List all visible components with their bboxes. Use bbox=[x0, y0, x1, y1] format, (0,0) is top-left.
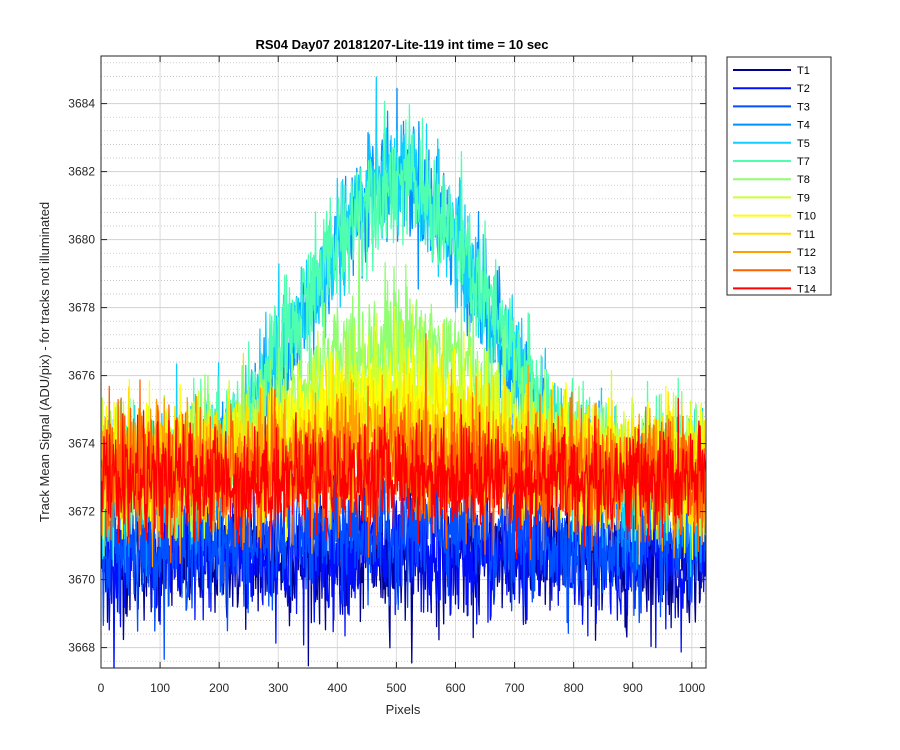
x-tick-label: 800 bbox=[564, 681, 584, 695]
legend-label: T7 bbox=[797, 156, 810, 168]
x-tick-label: 300 bbox=[268, 681, 288, 695]
legend-item-t8: T8 bbox=[733, 174, 810, 186]
y-tick-label: 3682 bbox=[68, 165, 95, 179]
x-tick-label: 1000 bbox=[678, 681, 705, 695]
legend-label: T11 bbox=[797, 229, 815, 241]
y-axis-label: Track Mean Signal (ADU/pix) - for tracks… bbox=[37, 202, 52, 522]
y-tick-label: 3684 bbox=[68, 97, 95, 111]
y-tick-label: 3670 bbox=[68, 573, 95, 587]
legend-item-t2: T2 bbox=[733, 83, 810, 95]
legend-item-t4: T4 bbox=[733, 120, 810, 132]
series-lines bbox=[101, 76, 706, 668]
legend-item-t9: T9 bbox=[733, 192, 810, 204]
legend-label: T10 bbox=[797, 211, 816, 223]
x-axis-label: Pixels bbox=[386, 702, 421, 717]
y-tick-label: 3678 bbox=[68, 301, 95, 315]
x-tick-label: 200 bbox=[209, 681, 229, 695]
series-line-t3 bbox=[101, 439, 706, 660]
y-tick-label: 3672 bbox=[68, 505, 95, 519]
legend-label: T5 bbox=[797, 138, 810, 150]
x-tick-label: 700 bbox=[505, 681, 525, 695]
y-tick-label: 3674 bbox=[68, 437, 95, 451]
plot-area-frame bbox=[100, 55, 707, 669]
legend-label: T2 bbox=[797, 83, 810, 95]
legend: T1 T2 T3 T4 T5 T7 T8 T9 T10 T11 T12 T13 T14 bbox=[726, 56, 832, 296]
axis-ticks: 0 100 200 300 400 500 600 700 800 900 1000 3668 3670… bbox=[68, 56, 706, 695]
x-tick-label: 900 bbox=[623, 681, 643, 695]
legend-item-t3: T3 bbox=[733, 101, 810, 113]
legend-item-t13: T13 bbox=[733, 265, 816, 277]
legend-item-t5: T5 bbox=[733, 138, 810, 150]
legend-item-t14: T14 bbox=[733, 283, 816, 295]
legend-label: T4 bbox=[797, 120, 810, 132]
legend-box bbox=[726, 56, 832, 296]
series-line-t14 bbox=[101, 397, 706, 560]
x-tick-label: 0 bbox=[98, 681, 105, 695]
legend-label: T13 bbox=[797, 265, 816, 277]
legend-item-t12: T12 bbox=[733, 247, 816, 259]
legend-item-t11: T11 bbox=[733, 229, 815, 241]
legend-label: T3 bbox=[797, 101, 810, 113]
legend-label: T9 bbox=[797, 192, 810, 204]
y-tick-label: 3676 bbox=[68, 369, 95, 383]
chart-title: RS04 Day07 20181207-Lite-119 int time = … bbox=[255, 37, 548, 52]
legend-label: T14 bbox=[797, 283, 816, 295]
x-tick-label: 100 bbox=[150, 681, 170, 695]
legend-label: T1 bbox=[797, 65, 810, 77]
y-tick-label: 3668 bbox=[68, 641, 95, 655]
legend-item-t10: T10 bbox=[733, 211, 816, 223]
legend-label: T12 bbox=[797, 247, 816, 259]
x-tick-label: 600 bbox=[445, 681, 465, 695]
x-tick-label: 400 bbox=[327, 681, 347, 695]
legend-label: T8 bbox=[797, 174, 810, 186]
legend-item-t1: T1 bbox=[733, 65, 810, 77]
y-tick-label: 3680 bbox=[68, 233, 95, 247]
x-tick-label: 500 bbox=[386, 681, 406, 695]
legend-item-t7: T7 bbox=[733, 156, 810, 168]
